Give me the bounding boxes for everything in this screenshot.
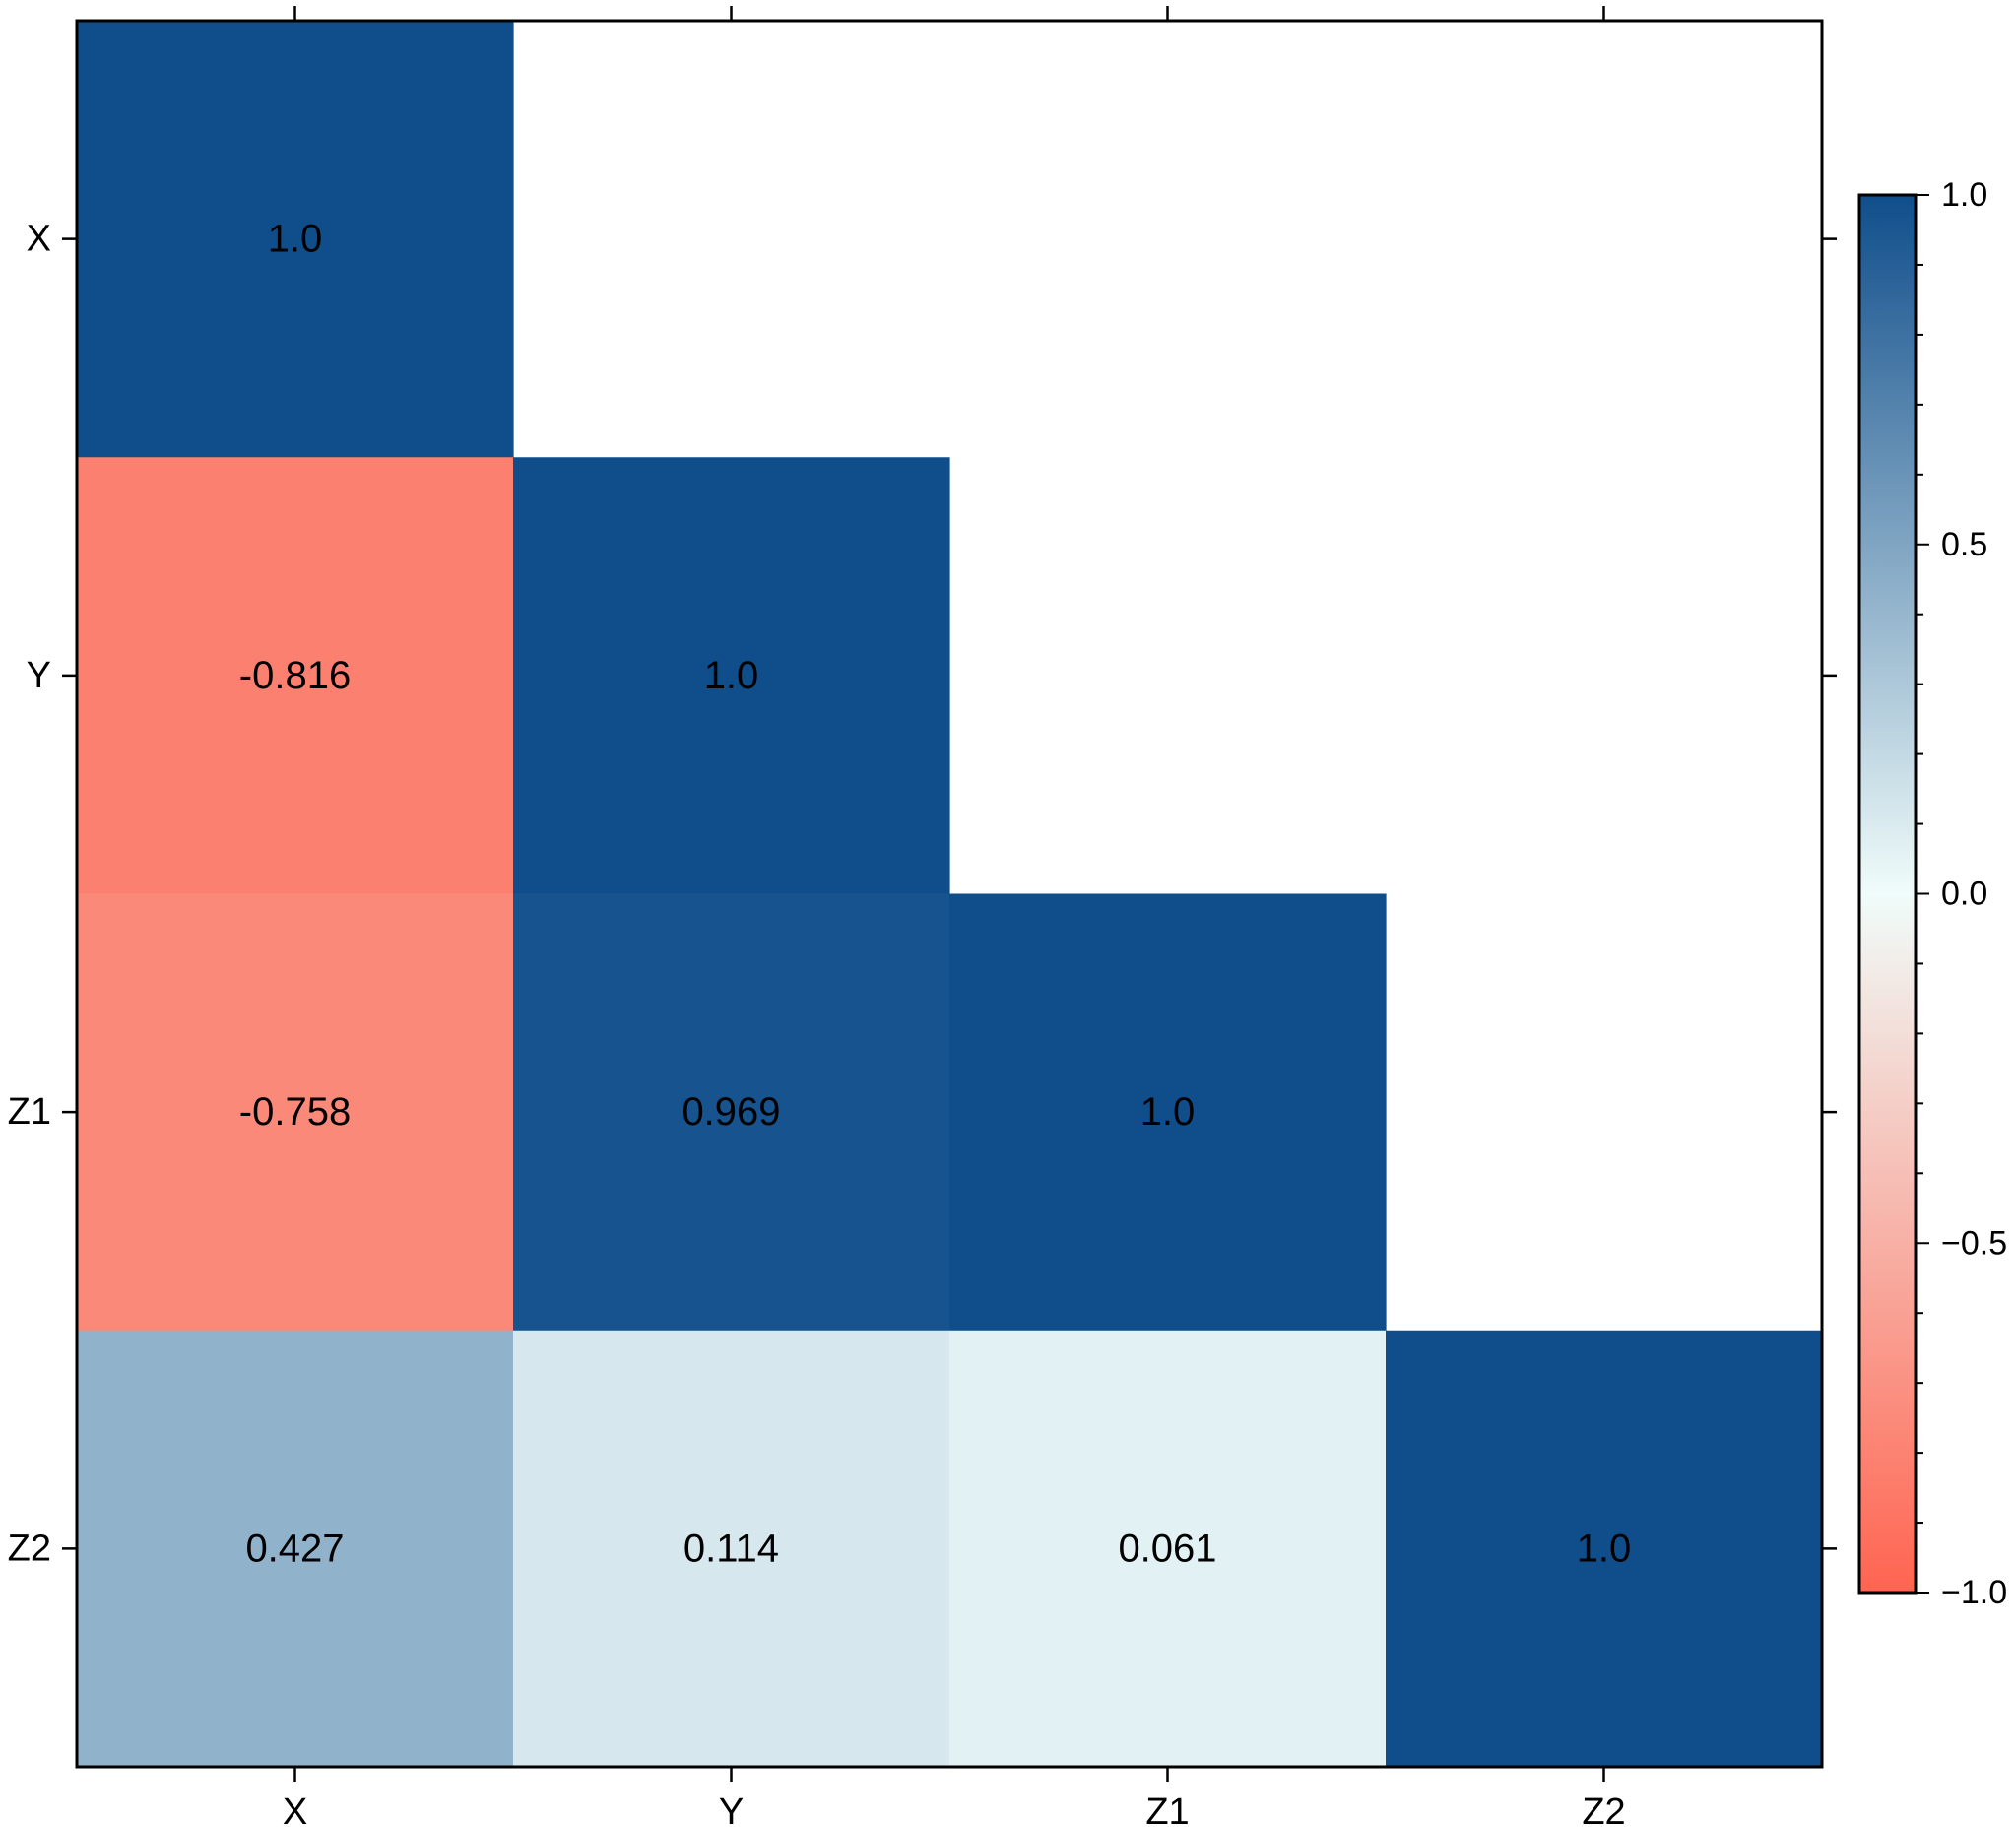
y-tick-label: Z2: [8, 1528, 51, 1569]
x-tick-label: Z2: [1582, 1792, 1625, 1827]
heatmap-cell-z2-x: [77, 1330, 514, 1768]
heatmap-cell-z2-z1: [949, 1330, 1387, 1768]
colorbar-ticks: [1916, 194, 1929, 1594]
cell-value-label: -0.816: [239, 654, 351, 697]
heatmap-cell-x-x: [77, 21, 514, 458]
heatmap-cell-y-y: [513, 457, 950, 895]
cell-value-label: 1.0: [1140, 1090, 1196, 1134]
heatmap-cells: [77, 21, 1823, 1768]
heatmap-cell-z2-z2: [1386, 1330, 1823, 1768]
cell-value-label: 1.0: [704, 654, 759, 697]
colorbar-tick-labels: 1.0 0.5 0.0 −0.5 −1.0: [1941, 176, 2007, 1611]
y-tick-label: X: [27, 219, 51, 260]
cell-value-label: 0.969: [682, 1090, 780, 1134]
heatmap-cell-z1-x: [77, 893, 514, 1332]
cell-value-label: 0.061: [1118, 1527, 1216, 1570]
x-tick-label: Y: [719, 1792, 744, 1827]
colorbar: [1857, 193, 1918, 1595]
x-tick-label: X: [283, 1792, 307, 1827]
colorbar-tick-label: 1.0: [1941, 176, 1987, 214]
heatmap-cell-z1-z1: [949, 893, 1387, 1332]
x-tick-labels: X Y Z1 Z2: [283, 1792, 1626, 1827]
colorbar-tick-label: −1.0: [1941, 1574, 2007, 1611]
cell-value-label: 0.114: [683, 1527, 779, 1570]
y-tick-labels: X Y Z1 Z2: [8, 219, 51, 1570]
cell-value-label: 1.0: [1577, 1527, 1632, 1570]
y-tick-label: Y: [27, 655, 51, 696]
x-tick-label: Z1: [1145, 1792, 1189, 1827]
cell-value-label: 0.427: [245, 1527, 344, 1570]
heatmap-cell-z1-y: [513, 893, 950, 1332]
axis-ticks: [62, 6, 1837, 1782]
cell-value-label: 1.0: [268, 218, 323, 261]
cell-value-label: -0.758: [239, 1090, 351, 1134]
heatmap-cell-z2-y: [513, 1330, 950, 1768]
plot-frame: [75, 19, 1824, 1769]
y-tick-label: Z1: [8, 1091, 51, 1133]
colorbar-tick-label: 0.5: [1941, 526, 1987, 563]
colorbar-tick-label: 0.0: [1941, 876, 1987, 913]
colorbar-tick-label: −0.5: [1941, 1224, 2007, 1262]
heatmap-cell-y-x: [77, 457, 514, 895]
heatmap-cell-labels: 1.0 -0.816 1.0 -0.758 0.969 1.0 0.427 0.114 0.06…: [239, 218, 1632, 1571]
